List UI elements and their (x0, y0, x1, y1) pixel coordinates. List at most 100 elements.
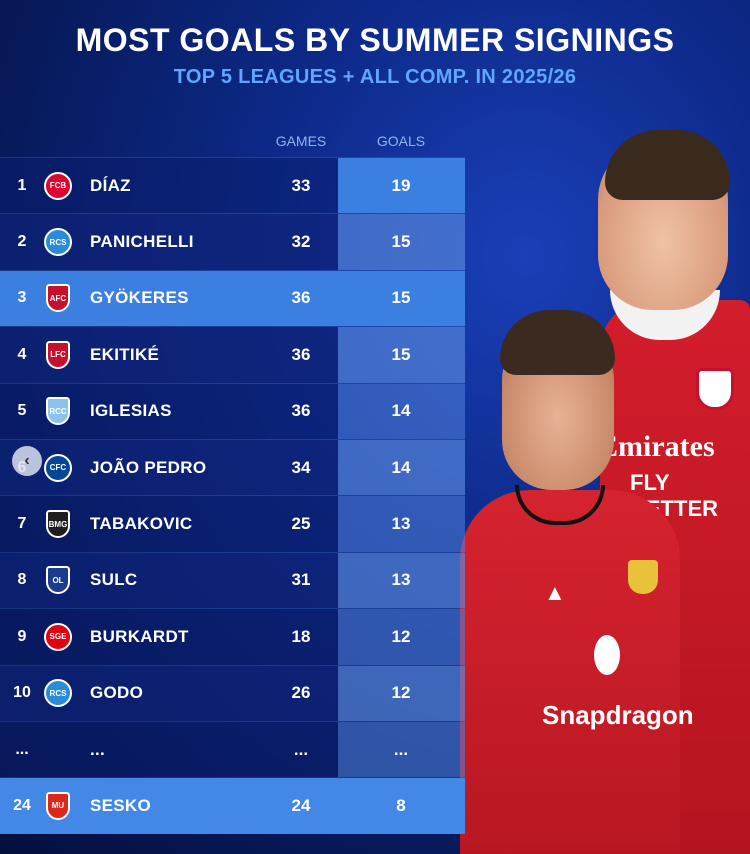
goals-cell-background (338, 383, 465, 439)
rank-cell: 10 (13, 684, 31, 702)
adidas-logo-icon: ▲ (544, 580, 566, 605)
player-name: JOÃO PEDRO (90, 457, 207, 477)
goals-cell-background (338, 214, 465, 270)
crest-cell: CFC (42, 440, 74, 495)
strasbourg-crest-icon: RCS (44, 228, 72, 257)
sponsor-logo-icon (594, 635, 620, 675)
bayern-crest-icon: FCB (44, 171, 72, 200)
goals-value: 8 (396, 795, 406, 815)
crest-cell (42, 722, 74, 777)
goals-cell-background (338, 552, 465, 609)
games-value: 26 (291, 683, 311, 703)
goals-value: 15 (391, 344, 411, 364)
games-value: 31 (291, 570, 311, 590)
table-row: 8 OL SULC 31 13 (0, 551, 465, 609)
player-name: GYÖKERES (90, 288, 189, 308)
strasbourg-crest-icon: RCS (44, 679, 72, 708)
goals-value: 13 (391, 514, 411, 534)
goals-value: 14 (391, 457, 411, 477)
player-name: TABAKOVIC (90, 514, 193, 534)
crest-cell: OL (42, 553, 74, 608)
arsenal-player-hair (605, 130, 730, 200)
goals-cell-background (338, 778, 465, 834)
rank-cell: 4 (17, 345, 27, 363)
games-value: 34 (291, 457, 311, 477)
player-name: SESKO (90, 795, 152, 815)
table-row: 1 FCB DÍAZ 33 19 (0, 157, 465, 214)
scorers-table: 1 FCB DÍAZ 33 19 2 RCS PANICHELLI 32 15 3 AFC GYÖKER… (0, 157, 465, 834)
player-name: DÍAZ (90, 175, 131, 195)
chevron-left-icon[interactable]: ‹ (12, 446, 42, 476)
crest-cell: SGE (42, 609, 74, 664)
crest-cell: LFC (42, 327, 74, 382)
player-name: ... (90, 739, 106, 759)
games-value: 33 (291, 175, 311, 195)
page-title: MOST GOALS BY SUMMER SIGNINGS (75, 22, 675, 58)
gladbach-crest-icon: BMG (46, 510, 70, 539)
crest-cell: RCS (42, 214, 74, 269)
rank-cell: 5 (17, 402, 27, 420)
rank-cell: 3 (17, 289, 27, 307)
arsenal-shirt-crest-icon (696, 368, 734, 410)
games-value: 25 (291, 514, 311, 534)
page-subtitle: TOP 5 LEAGUES + ALL COMP. IN 2025/26 (173, 66, 577, 88)
goals-value: 19 (391, 175, 411, 195)
rank-cell: 9 (17, 627, 27, 645)
rank-cell: 24 (13, 796, 31, 814)
goals-cell-background (338, 665, 465, 721)
goals-value: 15 (391, 232, 411, 252)
table-row: 5 RCC IGLESIAS 36 14 (0, 382, 465, 439)
player-name: EKITIKÉ (90, 344, 160, 364)
table-row: ............ (0, 720, 465, 778)
player-name: BURKARDT (90, 626, 189, 646)
manutd-shirt-sponsor: Snapdragon (542, 700, 694, 730)
goals-value: ... (393, 739, 409, 759)
frankfurt-crest-icon: SGE (44, 622, 72, 651)
manutd-crest-icon: MU (46, 791, 70, 820)
goals-cell-background (338, 158, 465, 214)
rank-cell: ... (15, 740, 29, 758)
games-value: 24 (291, 795, 311, 815)
rank-cell: 8 (17, 571, 27, 589)
table-row: 2 RCS PANICHELLI 32 15 (0, 213, 465, 270)
manutd-player-hair (500, 310, 615, 375)
rank-cell: 2 (17, 233, 27, 251)
games-value: 32 (291, 232, 311, 252)
liverpool-crest-icon: LFC (46, 340, 70, 369)
player-photos: Emirates FLY BETTER ▲ Snapdragon (460, 130, 750, 854)
manutd-shirt-crest-icon (628, 560, 658, 594)
table-row: 4 LFC EKITIKÉ 36 15 (0, 326, 465, 383)
crest-cell: MU (42, 778, 74, 833)
games-column-header: GAMES (275, 133, 327, 149)
goals-cell-background (338, 270, 465, 327)
arsenal-crest-icon: AFC (46, 284, 70, 313)
player-name: GODO (90, 683, 144, 703)
goals-value: 12 (391, 626, 411, 646)
goals-value: 15 (391, 288, 411, 308)
games-value: 18 (291, 626, 311, 646)
crest-cell: RCS (42, 666, 74, 721)
crest-cell: BMG (42, 496, 74, 551)
table-row: 24 MU SESKO 24 8 (0, 777, 465, 834)
games-value: ... (293, 739, 309, 759)
lyon-crest-icon: OL (46, 566, 70, 595)
crest-cell: AFC (42, 271, 74, 326)
player-name: SULC (90, 570, 138, 590)
row-background (0, 721, 338, 778)
goals-column-header: GOALS (376, 133, 426, 149)
table-row: 3 AFC GYÖKERES 36 15 (0, 269, 465, 327)
table-row: 9 SGE BURKARDT 18 12 (0, 608, 465, 665)
games-value: 36 (291, 344, 311, 364)
goals-cell-background (338, 496, 465, 552)
manutd-player-shirt (460, 490, 680, 854)
goals-cell-background (338, 609, 465, 665)
crest-cell: FCB (42, 158, 74, 213)
rank-cell: 7 (17, 515, 27, 533)
goals-value: 13 (391, 570, 411, 590)
games-value: 36 (291, 401, 311, 421)
goals-cell-background (338, 327, 465, 383)
arsenal-shirt-sponsor: Emirates (598, 430, 715, 463)
player-name: IGLESIAS (90, 401, 172, 421)
goals-cell-background (338, 721, 465, 778)
